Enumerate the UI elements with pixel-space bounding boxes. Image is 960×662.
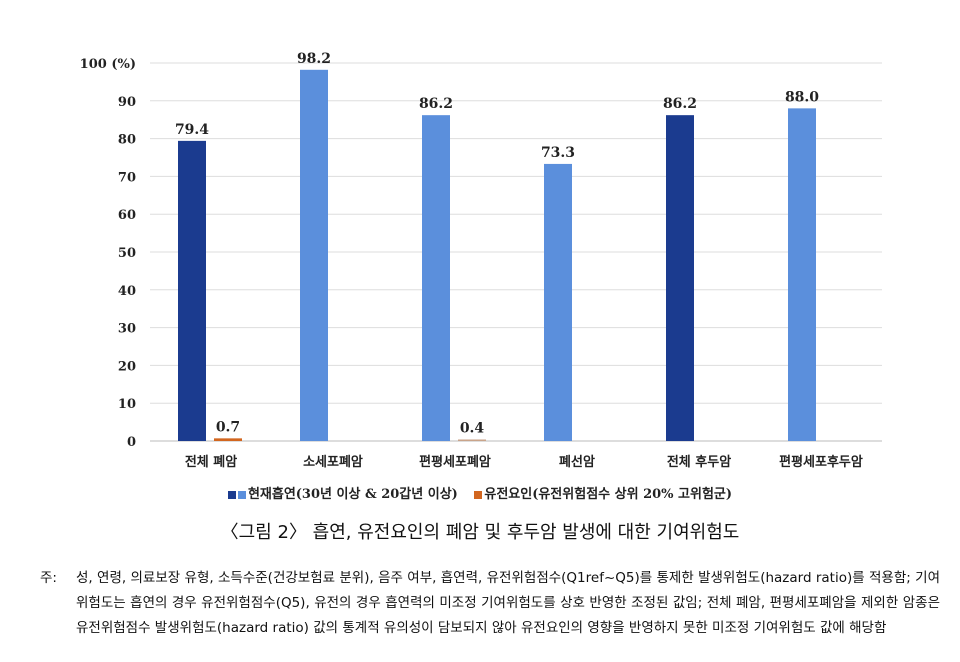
- footnote-text: 성, 연령, 의료보장 유형, 소득수준(건강보험료 분위), 음주 여부, 흡…: [76, 570, 940, 636]
- figure-caption: 〈그림 2〉 흡연, 유전요인의 폐암 및 후두암 발생에 대한 기여위험도: [220, 522, 740, 543]
- legend-swatch-light: [237, 490, 246, 499]
- x-tick-label: 편평세포폐암: [419, 454, 491, 470]
- y-tick-label: 40: [118, 284, 136, 299]
- bar: [178, 140, 206, 442]
- y-tick-label: 30: [118, 322, 136, 337]
- y-tick-label: 20: [118, 359, 136, 374]
- y-tick-label: 10: [118, 397, 136, 412]
- legend-label: 유전요인(유전위험점수 상위 20% 고위험군): [484, 487, 733, 502]
- y-tick-label: 80: [118, 133, 136, 148]
- bar-chart: 0 10 20 30 40 50 60 70 80 90 100 (%) 79.4 0.7 전체 폐암 98…: [80, 51, 882, 470]
- data-label: 98.2: [297, 51, 331, 67]
- y-tick-label: 60: [118, 208, 136, 223]
- legend: 현재흡연(30년 이상 & 20갑년 이상) 유전요인(유전위험점수 상위 20…: [0, 483, 960, 502]
- y-tick-label: 90: [118, 95, 136, 110]
- legend-item-smoking: 현재흡연(30년 이상 & 20갑년 이상): [227, 487, 462, 502]
- data-label: 88.0: [785, 89, 819, 105]
- legend-item-genetic: 유전요인(유전위험점수 상위 20% 고위험군): [474, 487, 732, 502]
- footnote: 주: 성, 연령, 의료보장 유형, 소득수준(건강보험료 분위), 음주 여부…: [40, 566, 940, 641]
- y-tick-label: 0: [127, 435, 136, 450]
- data-label: 0.7: [216, 419, 240, 435]
- x-tick-label: 전체 폐암: [185, 454, 237, 470]
- footnote-label: 주:: [40, 570, 57, 586]
- data-label: 73.3: [541, 145, 575, 161]
- y-tick-label: 70: [118, 170, 136, 185]
- bar: [458, 439, 486, 441]
- x-tick-label: 폐선암: [559, 454, 595, 470]
- data-label: 86.2: [419, 96, 453, 112]
- data-label: 0.4: [460, 420, 485, 436]
- y-tick-label: 100 (%): [80, 57, 136, 72]
- bar: [788, 108, 816, 442]
- x-tick-label: 소세포폐암: [303, 454, 363, 470]
- legend-swatch-dark: [227, 490, 236, 499]
- x-tick-label: 전체 후두암: [667, 454, 731, 470]
- bar: [214, 438, 242, 441]
- bar: [422, 115, 450, 441]
- data-label: 79.4: [175, 122, 209, 138]
- legend-swatch-orange: [474, 490, 483, 499]
- data-label: 86.2: [663, 96, 697, 112]
- x-tick-label: 편평세포후두암: [779, 454, 863, 470]
- y-tick-label: 50: [118, 246, 136, 261]
- legend-label: 현재흡연(30년 이상 & 20갑년 이상): [247, 487, 458, 502]
- bar: [666, 115, 694, 441]
- bar: [544, 163, 572, 441]
- bar: [300, 69, 328, 441]
